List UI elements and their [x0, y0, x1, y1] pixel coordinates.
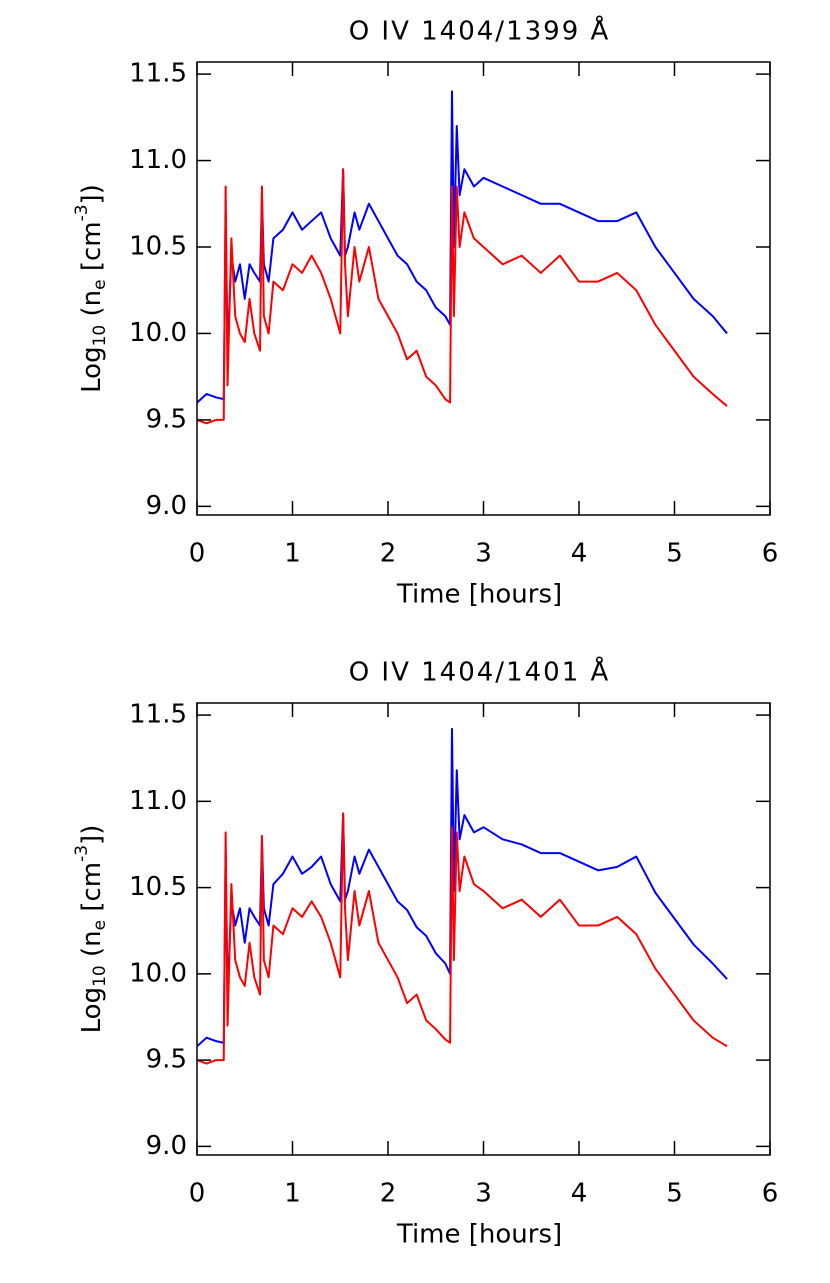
- y-axis-label-part: -3: [72, 845, 92, 862]
- y-tick-label: 9.5: [146, 404, 187, 434]
- y-tick-label: 9.0: [146, 1131, 187, 1161]
- y-axis-label-part: [cm: [77, 862, 107, 920]
- x-tick-label: 1: [284, 1179, 301, 1209]
- plot-frame: [196, 702, 771, 1156]
- x-tick-label: 2: [380, 1179, 397, 1209]
- chart-title: O IV 1404/1401 Å: [349, 656, 611, 688]
- x-tick-label: 3: [475, 539, 492, 569]
- x-tick-label: 0: [189, 1179, 206, 1209]
- y-axis-label-part: Log: [77, 987, 107, 1033]
- data-line: [196, 812, 728, 1065]
- chart-panel: O IV 1404/1399 Å 0 1 2 3 4 5 6 9.0 9.5 10.0 10.5 11.…: [72, 15, 778, 610]
- x-tick-label: 3: [475, 1179, 492, 1209]
- y-tick-label: 10.0: [129, 958, 187, 988]
- x-tick-label: 4: [571, 1179, 588, 1209]
- y-axis-label-part: 10: [90, 965, 110, 987]
- y-axis-label-part: ]): [77, 184, 107, 204]
- data-line: [196, 168, 728, 425]
- y-tick-label: 11.5: [129, 59, 187, 89]
- y-tick-label: 10.5: [129, 872, 187, 902]
- y-axis-label-part: 10: [90, 325, 110, 347]
- x-axis-label: Time [hours]: [396, 1220, 562, 1250]
- x-axis-label: Time [hours]: [396, 580, 562, 610]
- x-tick-label: 2: [380, 539, 397, 569]
- y-tick-label: 11.0: [129, 786, 187, 816]
- data-line: [196, 727, 728, 1048]
- x-tick-label: 4: [571, 539, 588, 569]
- y-tick-label: 11.5: [129, 700, 187, 730]
- y-axis-label-part: (n: [77, 290, 107, 325]
- chart-panel: O IV 1404/1401 Å 0 1 2 3 4 5 6 9.0 9.5 10.0 10.5 11.…: [72, 656, 778, 1250]
- y-tick-label: 9.0: [146, 491, 187, 521]
- y-axis-label-part: (n: [77, 930, 107, 965]
- x-tick-label: 5: [666, 1179, 683, 1209]
- y-axis-label-part: e: [90, 920, 110, 930]
- x-tick-label: 1: [284, 539, 301, 569]
- y-tick-label: 9.5: [146, 1045, 187, 1075]
- x-tick-label: 0: [189, 539, 206, 569]
- y-axis-label-part: Log: [77, 346, 107, 392]
- x-tick-label: 6: [762, 1179, 779, 1209]
- y-axis-label-part: [cm: [77, 221, 107, 279]
- y-axis-label: Log10 (ne [cm-3]): [72, 184, 110, 393]
- x-tick-label: 6: [762, 539, 779, 569]
- data-line: [196, 90, 728, 404]
- y-tick-label: 10.5: [129, 232, 187, 262]
- y-axis-label-part: ]): [77, 825, 107, 845]
- y-axis-label-part: e: [90, 279, 110, 289]
- y-tick-label: 10.0: [129, 318, 187, 348]
- x-tick-label: 5: [666, 539, 683, 569]
- y-axis-label-part: -3: [72, 204, 92, 221]
- y-axis-label: Log10 (ne [cm-3]): [72, 825, 110, 1034]
- chart-title: O IV 1404/1399 Å: [349, 15, 611, 47]
- y-tick-label: 11.0: [129, 145, 187, 175]
